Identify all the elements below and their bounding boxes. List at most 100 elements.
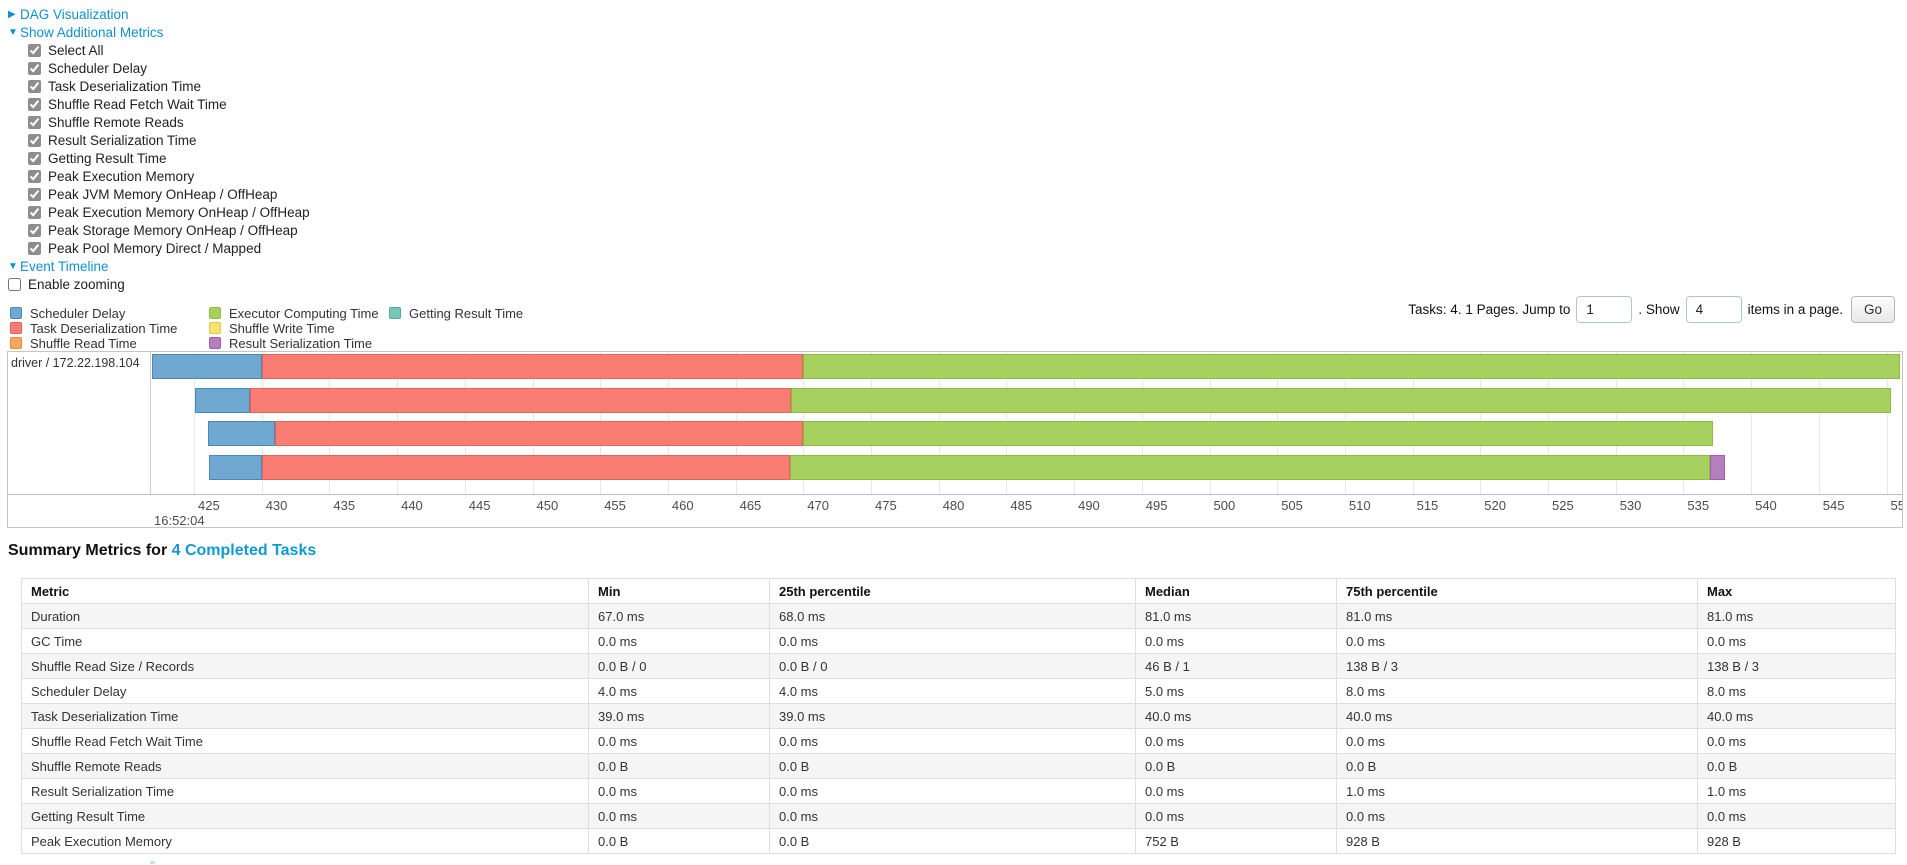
jump-to-page-input[interactable] bbox=[1576, 296, 1633, 323]
table-row: Result Serialization Time 0.0 ms 0.0 ms 0.0… bbox=[21, 778, 1896, 804]
table-cell: 67.0 ms bbox=[588, 603, 770, 629]
metric-checkbox[interactable] bbox=[28, 133, 41, 147]
metrics-checkbox-list: Select All Scheduler Delay Task Deserializ… bbox=[8, 41, 310, 257]
show-additional-metrics-link[interactable]: Show Additional Metrics bbox=[20, 24, 164, 40]
show-additional-metrics-toggle[interactable]: ▼ Show Additional Metrics bbox=[8, 23, 310, 41]
table-cell: 752 B bbox=[1135, 828, 1337, 854]
dag-visualization-toggle[interactable]: ▶ DAG Visualization bbox=[8, 5, 310, 23]
table-cell: GC Time bbox=[21, 628, 589, 654]
metric-checkbox-label: Task Deserialization Time bbox=[48, 78, 202, 94]
table-header-cell: Metric bbox=[21, 578, 589, 604]
metric-checkbox-row: Peak Storage Memory OnHeap / OffHeap bbox=[8, 221, 310, 239]
axis-tick-label: 425 bbox=[198, 498, 220, 513]
legend-item: Shuffle Write Time bbox=[209, 321, 389, 336]
axis-tick-label: 540 bbox=[1755, 498, 1777, 513]
axis-tick-label: 520 bbox=[1484, 498, 1506, 513]
pagination-show-text: . Show bbox=[1638, 302, 1680, 317]
metric-checkbox[interactable] bbox=[28, 187, 41, 201]
pagination-text: Tasks: 4. 1 Pages. Jump to bbox=[1408, 302, 1571, 317]
table-cell: Shuffle Remote Reads bbox=[21, 753, 589, 779]
metric-checkbox-row: Task Deserialization Time bbox=[8, 77, 310, 95]
result-serialization-time-bar-segment bbox=[1710, 455, 1726, 480]
legend-item: Scheduler Delay bbox=[10, 305, 209, 321]
axis-gridline bbox=[1751, 352, 1753, 494]
table-cell: 39.0 ms bbox=[769, 703, 1136, 729]
table-cell: 0.0 B bbox=[588, 753, 770, 779]
axis-tick-label: 515 bbox=[1416, 498, 1439, 513]
metric-checkbox-row: Peak Execution Memory OnHeap / OffHeap bbox=[8, 203, 310, 221]
event-timeline-link[interactable]: Event Timeline bbox=[20, 258, 109, 274]
metric-checkbox-row: Shuffle Read Fetch Wait Time bbox=[8, 95, 310, 113]
table-cell: 0.0 ms bbox=[1336, 628, 1698, 654]
legend-label: Shuffle Read Time bbox=[30, 335, 137, 351]
metric-checkbox[interactable] bbox=[28, 115, 41, 129]
metric-checkbox[interactable] bbox=[28, 43, 41, 57]
axis-time-label: 16:52:04 bbox=[154, 513, 205, 528]
legend-column: Executor Computing Time Shuffle Write Tim… bbox=[209, 306, 389, 351]
table-cell: 1.0 ms bbox=[1336, 778, 1698, 804]
legend-label: Result Serialization Time bbox=[229, 335, 373, 351]
axis-tick-label: 430 bbox=[265, 498, 288, 513]
metric-checkbox[interactable] bbox=[28, 97, 41, 111]
axis-tick-label: 510 bbox=[1348, 498, 1371, 513]
metric-checkbox-row: Select All bbox=[8, 41, 310, 59]
metric-checkbox-label: Getting Result Time bbox=[48, 150, 167, 166]
executor-computing-time-bar-segment bbox=[791, 388, 1891, 413]
table-cell: 40.0 ms bbox=[1697, 703, 1896, 729]
table-cell: 0.0 ms bbox=[1135, 628, 1337, 654]
metric-checkbox-row: Peak Pool Memory Direct / Mapped bbox=[8, 239, 310, 257]
metric-checkbox[interactable] bbox=[28, 223, 41, 237]
metric-checkbox[interactable] bbox=[28, 79, 41, 93]
table-cell: Shuffle Read Fetch Wait Time bbox=[21, 728, 589, 754]
table-cell: 138 B / 3 bbox=[1336, 653, 1698, 679]
table-cell: 0.0 ms bbox=[1697, 628, 1896, 654]
table-cell: 8.0 ms bbox=[1697, 678, 1896, 704]
table-row: Shuffle Remote Reads 0.0 B 0.0 B 0.0 B 0.0 B… bbox=[21, 753, 1896, 779]
table-row: Task Deserialization Time 39.0 ms 39.0 ms 4… bbox=[21, 703, 1896, 729]
axis-tick-label: 465 bbox=[739, 498, 762, 513]
table-header-cell: Max bbox=[1697, 578, 1896, 604]
metric-checkbox-label: Select All bbox=[48, 42, 104, 58]
task-deserialization-time-bar-segment bbox=[275, 421, 804, 446]
timeline-legend: Scheduler Delay Task Deserialization Time… bbox=[10, 306, 589, 351]
table-cell: 928 B bbox=[1336, 828, 1698, 854]
completed-tasks-link[interactable]: 4 Completed Tasks bbox=[171, 542, 317, 559]
metric-checkbox-label: Peak Storage Memory OnHeap / OffHeap bbox=[48, 222, 298, 238]
executor-computing-time-swatch bbox=[209, 307, 221, 319]
metric-checkbox-row: Shuffle Remote Reads bbox=[8, 113, 310, 131]
dag-visualization-link[interactable]: DAG Visualization bbox=[20, 6, 129, 22]
axis-tick-label: 505 bbox=[1281, 498, 1303, 513]
getting-result-time-swatch bbox=[389, 307, 401, 319]
enable-zooming-row: Enable zooming bbox=[8, 275, 310, 293]
metric-checkbox[interactable] bbox=[28, 205, 41, 219]
go-button[interactable]: Go bbox=[1850, 296, 1895, 323]
table-cell: 46 B / 1 bbox=[1135, 653, 1337, 679]
legend-item: Executor Computing Time bbox=[209, 305, 389, 321]
table-cell: Getting Result Time bbox=[21, 803, 589, 829]
axis-tick-label: 480 bbox=[942, 498, 965, 513]
enable-zooming-checkbox[interactable] bbox=[8, 277, 21, 291]
task-deserialization-time-bar-segment bbox=[261, 354, 804, 379]
metric-checkbox[interactable] bbox=[28, 151, 41, 165]
table-cell: 81.0 ms bbox=[1135, 603, 1337, 629]
axis-tick-label: 525 bbox=[1552, 498, 1574, 513]
table-cell: 0.0 ms bbox=[1336, 728, 1698, 754]
table-cell: 0.0 ms bbox=[1135, 803, 1337, 829]
scheduler-delay-bar-segment bbox=[195, 388, 250, 413]
metric-checkbox-label: Peak Execution Memory bbox=[48, 168, 195, 184]
executor-row-label: driver / 172.22.198.104 bbox=[11, 356, 140, 370]
metric-checkbox[interactable] bbox=[28, 169, 41, 183]
axis-tick-label: 485 bbox=[1010, 498, 1033, 513]
axis-tick-label: 490 bbox=[1078, 498, 1100, 513]
axis-tick-label: 530 bbox=[1619, 498, 1642, 513]
metric-checkbox-label: Shuffle Remote Reads bbox=[48, 114, 184, 130]
legend-label: Scheduler Delay bbox=[30, 305, 126, 321]
metric-checkbox-row: Getting Result Time bbox=[8, 149, 310, 167]
event-timeline-toggle[interactable]: ▼ Event Timeline bbox=[8, 257, 310, 275]
metric-checkbox[interactable] bbox=[28, 61, 41, 75]
metric-checkbox[interactable] bbox=[28, 241, 41, 255]
axis-tick-label: 435 bbox=[333, 498, 356, 513]
result-serialization-time-swatch bbox=[209, 337, 221, 349]
legend-label: Executor Computing Time bbox=[229, 305, 379, 321]
items-per-page-input[interactable] bbox=[1685, 296, 1742, 323]
